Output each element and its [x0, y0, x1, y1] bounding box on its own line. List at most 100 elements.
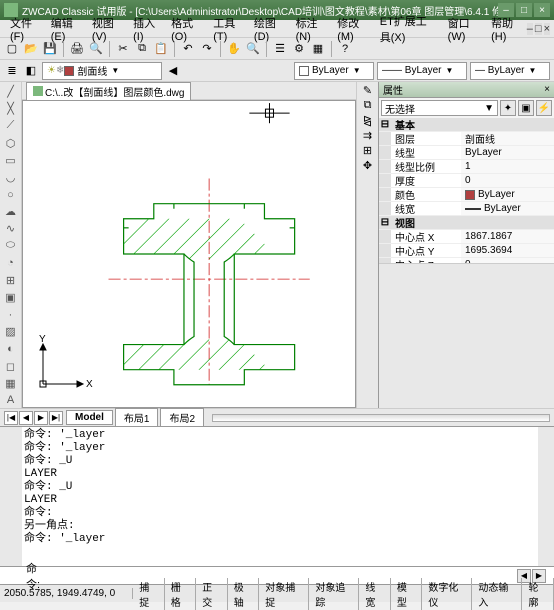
layout-nav-button[interactable]: ◀ [19, 411, 33, 425]
tool-icon[interactable]: ⚙ [291, 41, 307, 57]
command-history: 命令: '_layer命令: '_layer命令: _ULAYER命令: _UL… [0, 426, 554, 566]
hscroll-slider[interactable] [212, 414, 550, 422]
move-tool[interactable]: ✥ [363, 159, 372, 172]
prop-row[interactable]: 颜色ByLayer [379, 188, 554, 202]
arc-tool[interactable]: ◡ [3, 170, 19, 185]
menu-item[interactable]: 编辑(E) [45, 14, 84, 44]
prop-row[interactable]: 线宽ByLayer [379, 202, 554, 216]
menu-item[interactable]: 文件(F) [4, 14, 43, 44]
copy-tool[interactable]: ⧉ [364, 99, 372, 112]
lineweight-dropdown[interactable]: — ByLayer▼ [470, 62, 550, 80]
menu-item[interactable]: 窗口(W) [442, 14, 483, 44]
line-tool[interactable]: ╱ [3, 84, 19, 99]
new-icon[interactable]: ▢ [4, 41, 20, 57]
rectangle-tool[interactable]: ▭ [3, 153, 19, 168]
menu-item[interactable]: 绘图(D) [248, 14, 288, 44]
table-tool[interactable]: ▦ [3, 376, 19, 391]
prop-row[interactable]: 线型比例1 [379, 160, 554, 174]
prop-category[interactable]: ⊟视图 [379, 216, 554, 230]
properties-panel: 属性 × 无选择▼ ✦ ▣ ⚡ ⊟基本图层剖面线线型ByLayer线型比例1厚度… [378, 82, 554, 408]
workspace: ╱ ╳ ⟋ ⬡ ▭ ◡ ○ ☁ ∿ ⬭ ◔ ⊞ ▣ · ▨ ◐ ◻ ▦ A C:… [0, 82, 554, 408]
mdi-close-button[interactable]: × [544, 23, 550, 35]
layer-states-icon[interactable]: ◧ [23, 63, 39, 79]
layer-dropdown[interactable]: ☀❄ 剖面线 ▼ [42, 62, 162, 80]
menu-item[interactable]: ET扩展工具(X) [374, 12, 440, 46]
open-icon[interactable]: 📂 [23, 41, 39, 57]
circle-tool[interactable]: ○ [3, 187, 19, 202]
ellipse-arc-tool[interactable]: ◔ [3, 256, 19, 271]
menu-item[interactable]: 格式(O) [165, 14, 205, 44]
cut-icon[interactable]: ✂ [115, 41, 131, 57]
layer-name: 剖面线 [77, 63, 107, 78]
revcloud-tool[interactable]: ☁ [3, 204, 19, 219]
print-icon[interactable]: 🖨 [69, 41, 85, 57]
select-button[interactable]: ▣ [518, 100, 534, 116]
properties-close-button[interactable]: × [544, 84, 550, 95]
command-line: 另一角点: [24, 520, 536, 533]
command-text[interactable]: 命令: '_layer命令: '_layer命令: _ULAYER命令: _UL… [22, 427, 538, 566]
quickselect-button[interactable]: ⚡ [536, 100, 552, 116]
layout-nav-button[interactable]: ▶ [34, 411, 48, 425]
layout-nav-button[interactable]: |◀ [4, 411, 18, 425]
offset-tool[interactable]: ⇉ [363, 129, 372, 142]
mdi-minimize-button[interactable]: – [527, 23, 533, 35]
polygon-tool[interactable]: ⬡ [3, 135, 19, 150]
hatch-tool[interactable]: ▨ [3, 324, 19, 339]
menu-item[interactable]: 帮助(H) [485, 14, 525, 44]
mirror-tool[interactable]: ⧎ [363, 114, 372, 127]
layer-prev-icon[interactable]: ◀ [165, 63, 181, 79]
drawing-area: C:\..改【剖面线】图层颜色.dwg [22, 82, 356, 408]
copy-icon[interactable]: ⧉ [134, 41, 150, 57]
pline-tool[interactable]: ⟋ [3, 118, 19, 133]
pan-icon[interactable]: ✋ [226, 41, 242, 57]
drawing-canvas[interactable]: X Y [22, 100, 356, 408]
layout-tab[interactable]: 布局2 [160, 408, 204, 427]
undo-icon[interactable]: ↶ [180, 41, 196, 57]
prop-category[interactable]: ⊟基本 [379, 118, 554, 132]
prop-row[interactable]: 中心点 X1867.1867 [379, 230, 554, 244]
point-tool[interactable]: · [3, 307, 19, 322]
prop-row[interactable]: 图层剖面线 [379, 132, 554, 146]
array-tool[interactable]: ⊞ [363, 144, 372, 157]
menu-item[interactable]: 标注(N) [290, 14, 330, 44]
region-tool[interactable]: ◻ [3, 359, 19, 374]
selection-dropdown[interactable]: 无选择▼ [381, 100, 498, 116]
spline-tool[interactable]: ∿ [3, 221, 19, 236]
ellipse-tool[interactable]: ⬭ [3, 238, 19, 253]
erase-tool[interactable]: ✎ [363, 84, 372, 97]
prop-row[interactable]: 厚度0 [379, 174, 554, 188]
mdi-restore-button[interactable]: □ [535, 23, 542, 35]
insert-tool[interactable]: ⊞ [3, 273, 19, 288]
model-tab[interactable]: Model [66, 410, 113, 425]
paste-icon[interactable]: 📋 [153, 41, 169, 57]
svg-text:X: X [86, 379, 93, 390]
redo-icon[interactable]: ↷ [199, 41, 215, 57]
zoom-icon[interactable]: 🔍 [245, 41, 261, 57]
color-dropdown[interactable]: ByLayer▼ [294, 62, 374, 80]
text-tool[interactable]: A [3, 393, 19, 408]
document-tab[interactable]: C:\..改【剖面线】图层颜色.dwg [26, 82, 191, 100]
xline-tool[interactable]: ╳ [3, 101, 19, 116]
layout-nav-button[interactable]: ▶| [49, 411, 63, 425]
save-icon[interactable]: 💾 [42, 41, 58, 57]
menu-item[interactable]: 视图(V) [86, 14, 125, 44]
close-button[interactable]: × [534, 3, 550, 17]
prop-row[interactable]: 线型ByLayer [379, 146, 554, 160]
help-icon[interactable]: ? [337, 41, 353, 57]
calc-icon[interactable]: ▦ [310, 41, 326, 57]
prop-row[interactable]: 中心点 Y1695.3694 [379, 244, 554, 258]
block-tool[interactable]: ▣ [3, 290, 19, 305]
menu-item[interactable]: 工具(T) [207, 14, 246, 44]
layout-tab[interactable]: 布局1 [115, 408, 159, 427]
preview-icon[interactable]: 🔍 [88, 41, 104, 57]
menu-item[interactable]: 修改(M) [331, 14, 372, 44]
properties-icon[interactable]: ☰ [272, 41, 288, 57]
layer-props-icon[interactable]: ≣ [4, 63, 20, 79]
linetype-dropdown[interactable]: —— ByLayer▼ [377, 62, 467, 80]
gradient-tool[interactable]: ◐ [3, 341, 19, 356]
properties-header: 属性 × [379, 82, 554, 98]
command-line: 命令: _U [24, 481, 536, 494]
pickadd-button[interactable]: ✦ [500, 100, 516, 116]
coords-display[interactable]: 2050.5785, 1949.4749, 0 [0, 588, 133, 599]
menu-item[interactable]: 插入(I) [127, 14, 163, 44]
